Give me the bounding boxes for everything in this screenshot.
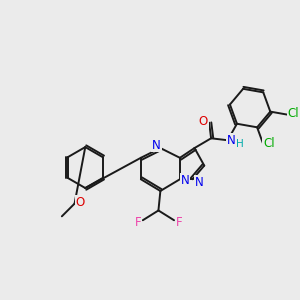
Text: F: F bbox=[176, 216, 182, 229]
Text: O: O bbox=[199, 115, 208, 128]
Text: N: N bbox=[180, 174, 189, 187]
Text: H: H bbox=[236, 139, 243, 149]
Text: N: N bbox=[195, 176, 204, 189]
Text: N: N bbox=[152, 139, 161, 152]
Text: N: N bbox=[227, 134, 236, 147]
Text: F: F bbox=[135, 216, 141, 229]
Text: Cl: Cl bbox=[263, 137, 275, 150]
Text: O: O bbox=[76, 196, 85, 209]
Text: Cl: Cl bbox=[288, 107, 299, 120]
